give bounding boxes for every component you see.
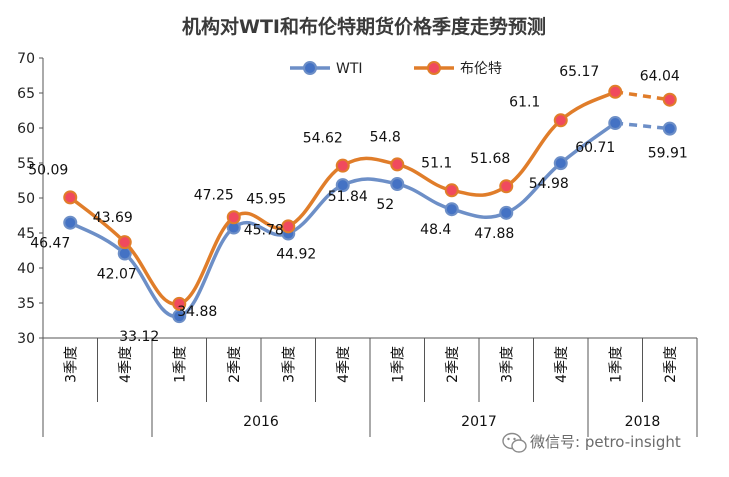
y-tick-label: 50 [17, 191, 35, 207]
year-group-label: 2016 [243, 414, 279, 430]
y-tick-label: 65 [17, 86, 35, 102]
wti-data-label: 60.71 [575, 140, 615, 156]
watermark: 微信号: petro-insight [502, 432, 681, 453]
brent-data-label: 54.62 [303, 131, 343, 147]
wti-point [444, 202, 459, 217]
y-tick-label: 35 [17, 296, 35, 312]
category-label: 4季度 [554, 346, 570, 383]
wti-data-label: 54.98 [529, 176, 569, 192]
brent-point [226, 210, 241, 225]
wti-data-label: 59.91 [648, 146, 688, 162]
series-layer [63, 84, 677, 324]
wti-point [662, 121, 677, 136]
brent-point [608, 84, 623, 99]
brent-data-label: 64.04 [640, 69, 680, 85]
category-label: 3季度 [63, 346, 79, 383]
y-tick-label: 45 [17, 226, 35, 242]
brent-point [390, 157, 405, 172]
brent-point [63, 190, 78, 205]
brent-data-label: 45.95 [246, 191, 286, 207]
y-tick-label: 55 [17, 156, 35, 172]
data-labels: 46.47 42.07 33.12 45.78 44.92 51.84 52 48.4 47.8… [28, 64, 688, 345]
brent-point [444, 183, 459, 198]
brent-point [335, 158, 350, 173]
y-tick-label: 70 [17, 51, 35, 67]
wti-point [390, 177, 405, 191]
year-group-label: 2018 [625, 414, 661, 430]
brent-data-label: 51.68 [470, 151, 510, 167]
category-label: 3季度 [281, 346, 297, 383]
wti-point [335, 178, 350, 193]
wti-point [553, 156, 568, 171]
category-label: 3季度 [499, 346, 515, 383]
wti-point [499, 205, 514, 220]
watermark-text: 微信号: petro-insight [530, 433, 681, 451]
brent-point [662, 92, 677, 107]
brent-data-label: 50.09 [28, 162, 68, 178]
brent-point [499, 179, 514, 194]
brent-line [68, 90, 617, 306]
brent-point [553, 113, 568, 128]
brent-point [172, 296, 187, 311]
brent-forecast-line [614, 90, 671, 102]
brent-data-label: 47.25 [194, 187, 234, 203]
wti-data-label: 45.78 [244, 223, 284, 239]
category-label: 1季度 [390, 346, 406, 383]
wti-data-label: 47.88 [474, 226, 514, 242]
brent-data-label: 65.17 [559, 64, 599, 80]
legend-brent-label: 布伦特 [460, 61, 502, 77]
wti-data-label: 42.07 [97, 267, 137, 283]
legend-wti-marker [303, 61, 317, 75]
brent-data-label: 61.1 [509, 94, 540, 110]
wti-data-label: 46.47 [30, 236, 70, 252]
year-group-label: 2017 [461, 414, 497, 430]
category-label: 1季度 [608, 346, 624, 383]
wti-data-label: 33.12 [119, 329, 159, 345]
category-label: 2季度 [445, 346, 461, 383]
wti-data-label: 51.84 [328, 189, 368, 205]
brent-point [281, 219, 296, 234]
wti-data-label: 48.4 [420, 222, 451, 238]
y-tick-label: 30 [17, 331, 35, 347]
axes: 30 35 40 45 50 55 60 65 70 3季度 4季度 1季度 2季度 3季度 4季度 1季度 2… [17, 51, 698, 437]
category-label: 2季度 [663, 346, 679, 383]
legend-brent-marker [427, 61, 441, 75]
wti-point [63, 215, 78, 230]
brent-data-label: 43.69 [93, 210, 133, 226]
brent-data-label: 54.8 [370, 129, 401, 145]
chart-title: 机构对WTI和布伦特期货价格季度走势预测 [182, 15, 546, 38]
wti-data-label: 44.92 [276, 247, 316, 263]
y-tick-label: 40 [17, 261, 35, 277]
brent-data-label: 34.88 [177, 304, 217, 320]
brent-point [117, 235, 132, 250]
category-label: 1季度 [172, 346, 188, 383]
category-label: 2季度 [227, 346, 243, 383]
category-label: 4季度 [336, 346, 352, 383]
legend-wti-label: WTI [336, 61, 363, 77]
category-label: 4季度 [118, 346, 134, 383]
brent-data-label: 51.1 [421, 155, 452, 171]
wechat-icon [502, 432, 527, 453]
wti-forecast-line [615, 121, 670, 131]
wti-data-label: 52 [376, 197, 394, 213]
legend: WTI 布伦特 [290, 61, 502, 77]
y-tick-label: 60 [17, 121, 35, 137]
wti-line [68, 121, 617, 319]
wti-point [608, 116, 623, 131]
